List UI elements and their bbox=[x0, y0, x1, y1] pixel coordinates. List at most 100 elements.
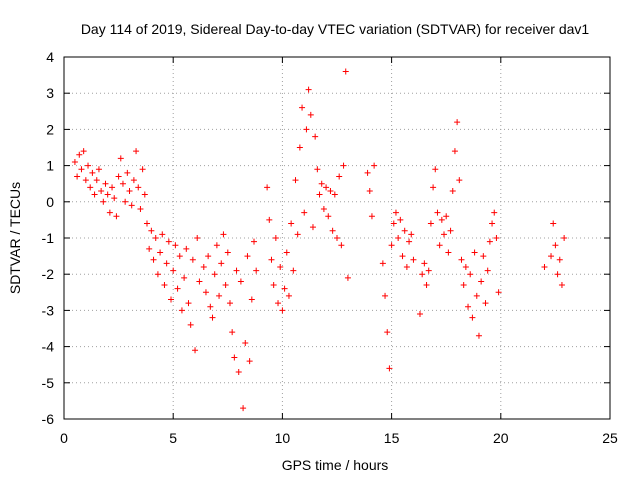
data-point bbox=[124, 169, 131, 176]
data-point bbox=[181, 274, 188, 281]
data-point bbox=[133, 148, 140, 155]
data-point bbox=[226, 300, 233, 307]
data-point bbox=[406, 238, 413, 245]
data-point bbox=[558, 282, 565, 289]
data-point bbox=[480, 253, 487, 260]
data-point bbox=[176, 253, 183, 260]
data-point bbox=[174, 285, 181, 292]
data-point bbox=[235, 368, 242, 375]
y-tick-label: 2 bbox=[46, 121, 54, 137]
axis-tick-labels: 0 5 10 15 20 25 -6 -5 -4 -3 -2 -1 0 1 2 3 4 bbox=[42, 49, 618, 446]
data-point bbox=[115, 173, 122, 180]
data-point bbox=[285, 292, 292, 299]
data-point bbox=[91, 191, 98, 198]
data-point bbox=[441, 231, 448, 238]
data-point bbox=[419, 271, 426, 278]
data-point bbox=[240, 405, 247, 412]
data-point bbox=[104, 191, 111, 198]
data-point bbox=[305, 86, 312, 93]
data-point bbox=[139, 166, 146, 173]
data-point bbox=[187, 321, 194, 328]
data-point bbox=[416, 311, 423, 318]
data-point bbox=[384, 329, 391, 336]
data-point bbox=[93, 177, 100, 184]
data-point bbox=[438, 216, 445, 223]
data-point bbox=[495, 289, 502, 296]
data-point bbox=[237, 278, 244, 285]
data-point bbox=[189, 256, 196, 263]
data-point bbox=[489, 220, 496, 227]
data-point bbox=[196, 278, 203, 285]
data-point bbox=[87, 184, 94, 191]
data-point bbox=[314, 166, 321, 173]
data-point bbox=[292, 177, 299, 184]
data-point bbox=[447, 227, 454, 234]
data-point bbox=[336, 173, 343, 180]
data-point bbox=[397, 216, 404, 223]
data-point bbox=[434, 209, 441, 216]
data-point bbox=[475, 332, 482, 339]
data-point bbox=[550, 220, 557, 227]
data-point bbox=[288, 220, 295, 227]
data-point bbox=[299, 104, 306, 111]
data-point bbox=[202, 289, 209, 296]
data-point bbox=[307, 111, 314, 118]
data-point bbox=[194, 235, 201, 241]
data-point bbox=[246, 358, 253, 365]
data-point bbox=[471, 249, 478, 256]
data-point bbox=[465, 303, 472, 310]
y-axis-label: SDTVAR / TECUs bbox=[7, 182, 23, 294]
data-point bbox=[493, 235, 500, 241]
y-tick-label: 1 bbox=[46, 158, 54, 174]
y-tick-label: -4 bbox=[42, 339, 55, 355]
data-point bbox=[309, 224, 316, 231]
data-point bbox=[130, 177, 137, 184]
data-point bbox=[290, 267, 297, 274]
data-point bbox=[242, 339, 249, 346]
data-point bbox=[89, 169, 96, 176]
data-point bbox=[460, 282, 467, 289]
data-point bbox=[113, 213, 120, 220]
data-point bbox=[248, 296, 255, 303]
x-axis-label: GPS time / hours bbox=[282, 457, 389, 473]
data-point bbox=[161, 282, 168, 289]
y-tick-label: -1 bbox=[42, 230, 55, 246]
data-point bbox=[467, 271, 474, 278]
data-point bbox=[100, 198, 107, 205]
data-point bbox=[74, 173, 81, 180]
data-point bbox=[152, 235, 159, 241]
data-point bbox=[364, 169, 371, 176]
data-point bbox=[119, 180, 126, 187]
data-point bbox=[294, 231, 301, 238]
data-point bbox=[368, 213, 375, 220]
axis-ticks bbox=[63, 56, 611, 420]
data-point bbox=[207, 303, 214, 310]
data-point bbox=[233, 267, 240, 274]
data-point bbox=[316, 191, 323, 198]
data-point bbox=[329, 227, 336, 234]
data-point bbox=[554, 271, 561, 278]
data-point bbox=[71, 158, 78, 165]
data-point bbox=[209, 314, 216, 321]
y-tick-label: 4 bbox=[46, 49, 54, 65]
data-point bbox=[338, 242, 345, 249]
data-point bbox=[541, 263, 548, 270]
data-point bbox=[216, 292, 223, 299]
data-point bbox=[222, 282, 229, 289]
data-point bbox=[159, 231, 166, 238]
data-point bbox=[399, 253, 406, 260]
data-point bbox=[168, 296, 175, 303]
data-point bbox=[146, 245, 153, 252]
data-point bbox=[473, 292, 480, 299]
data-point bbox=[371, 162, 378, 169]
data-point bbox=[323, 184, 330, 191]
y-tick-label: -2 bbox=[42, 266, 55, 282]
data-point bbox=[427, 220, 434, 227]
data-point bbox=[445, 249, 452, 256]
data-point bbox=[482, 300, 489, 307]
data-point bbox=[213, 242, 220, 249]
y-tick-label: -5 bbox=[42, 375, 55, 391]
data-point bbox=[218, 260, 225, 267]
data-point bbox=[163, 260, 170, 267]
